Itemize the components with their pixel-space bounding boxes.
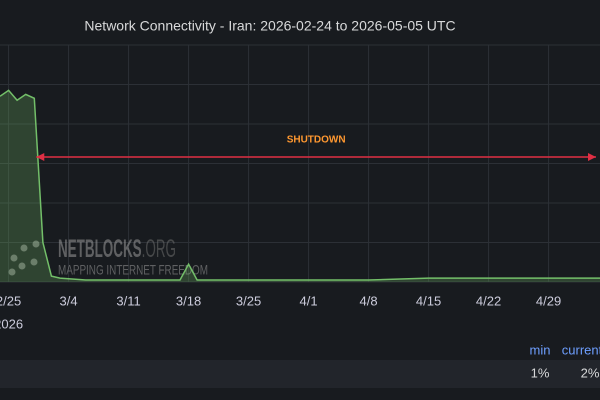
legend-row xyxy=(0,360,600,388)
watermark-logo xyxy=(8,240,40,276)
legend-header: current xyxy=(562,342,600,357)
x-tick-label: 2/25 xyxy=(0,293,21,308)
x-tick-label: 4/1 xyxy=(300,293,318,308)
arrow-head xyxy=(588,153,596,161)
chart-title: Network Connectivity - Iran: 2026-02-24 … xyxy=(84,18,455,34)
arrow-head xyxy=(36,153,45,161)
x-tick-label: 4/15 xyxy=(416,293,441,308)
watermark-tagline: MAPPING INTERNET FREEDOM xyxy=(58,262,208,278)
watermark-suffix: .ORG xyxy=(142,235,176,263)
x-tick-label: 4/22 xyxy=(476,293,501,308)
x-tick-label: 3/18 xyxy=(176,293,201,308)
legend-value: 1% xyxy=(531,365,550,380)
watermark-brand-name: NETBLOCKS xyxy=(58,235,142,263)
x-tick-label: 4/8 xyxy=(360,293,378,308)
x-year-label: 2026 xyxy=(0,316,23,331)
watermark-brand: NETBLOCKS.ORG xyxy=(58,235,176,263)
logo-dot xyxy=(10,254,18,262)
legend-value: 2% xyxy=(581,365,600,380)
x-tick-label: 3/11 xyxy=(116,293,140,308)
legend-header: min xyxy=(530,342,551,357)
x-tick-label: 3/4 xyxy=(60,293,78,308)
x-tick-label: 4/29 xyxy=(536,293,561,308)
logo-dot xyxy=(20,244,28,252)
logo-dot xyxy=(30,258,38,266)
x-tick-label: 3/25 xyxy=(236,293,261,308)
annotation-text: SHUTDOWN xyxy=(287,135,346,146)
logo-dot xyxy=(32,240,40,248)
line xyxy=(0,89,600,281)
logo-dot xyxy=(8,268,16,276)
logo-dot xyxy=(18,262,26,270)
